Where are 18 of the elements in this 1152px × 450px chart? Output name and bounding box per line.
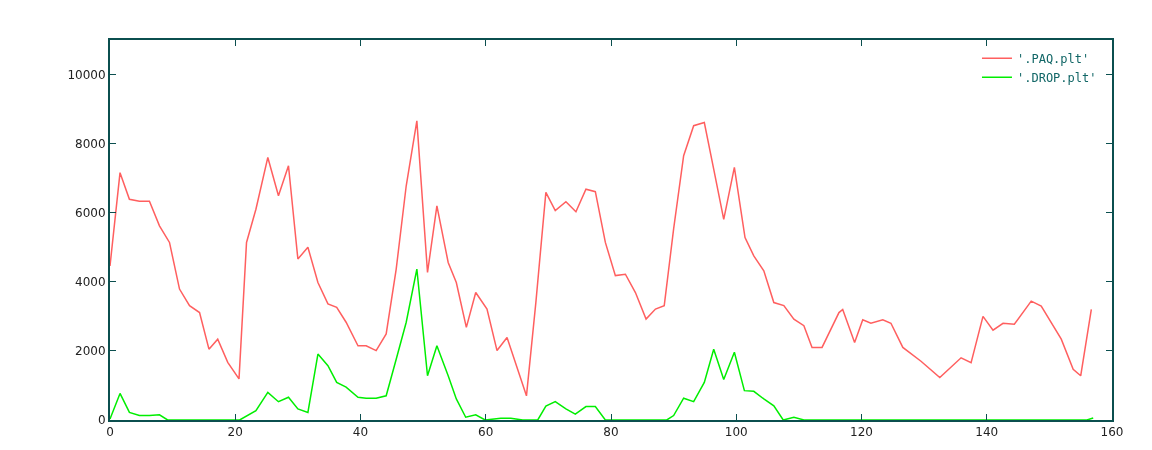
x-tick-label: 20	[227, 425, 243, 440]
line-series	[110, 120, 1093, 397]
y-tick-label: 4000	[75, 275, 106, 290]
x-tick-label: 140	[975, 425, 999, 440]
y-tick-label: 8000	[75, 136, 106, 151]
y-tick-label: 2000	[75, 344, 106, 359]
line-series	[110, 268, 1094, 420]
y-tick-label: 0	[97, 413, 106, 428]
x-tick-label: 100	[724, 425, 748, 440]
x-tick-label: 80	[603, 425, 619, 440]
y-tick-label: 10000	[67, 67, 106, 82]
x-tick-label: 160	[1100, 425, 1124, 440]
legend-label: '.DROP.plt'	[1016, 70, 1097, 85]
x-tick-label: 120	[850, 425, 873, 440]
x-tick-label: 60	[478, 425, 494, 440]
legend-label: '.PAQ.plt'	[1016, 51, 1090, 66]
x-tick-label: 40	[352, 425, 369, 440]
y-tick-label: 6000	[75, 205, 106, 220]
